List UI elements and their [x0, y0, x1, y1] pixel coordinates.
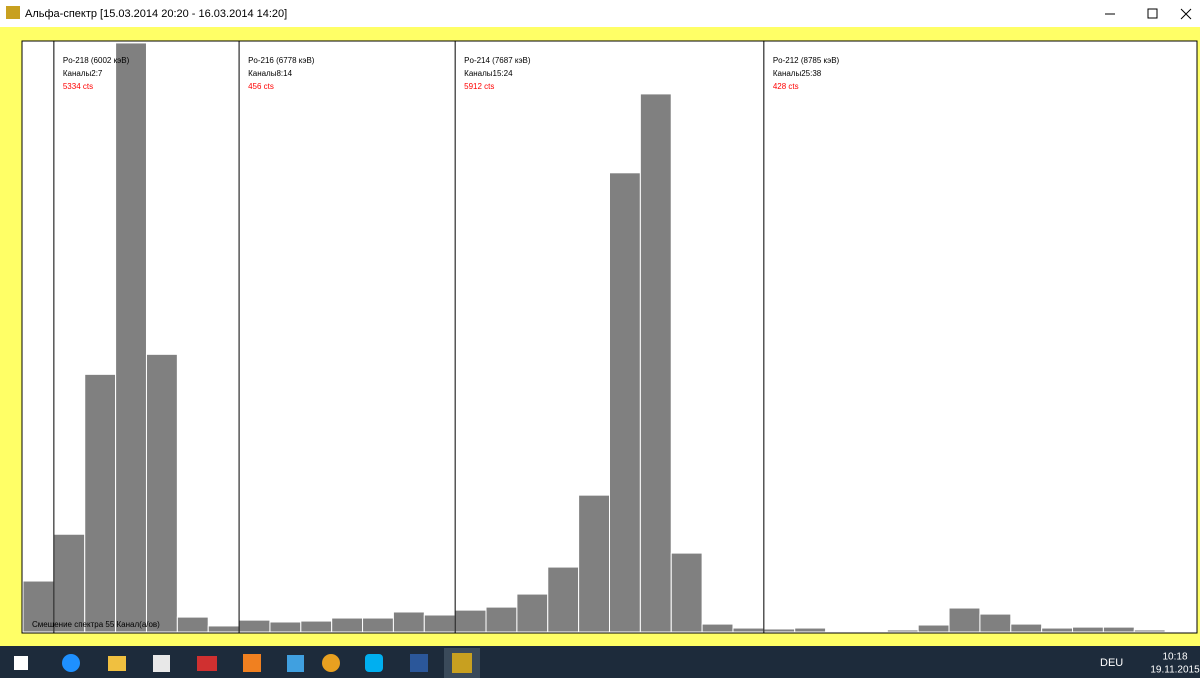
bar [548, 567, 579, 632]
taskbar [0, 646, 1200, 678]
bar [332, 618, 363, 632]
region-counts: 428 cts [773, 82, 799, 91]
app-icon[interactable] [197, 656, 217, 671]
bar [85, 374, 116, 632]
bar [733, 628, 764, 632]
region-name: Po-216 (6778 кэВ) [248, 56, 315, 65]
region-channels: Каналы8:14 [248, 69, 293, 78]
bar [239, 620, 270, 632]
skype-icon[interactable] [365, 654, 383, 672]
bar [1042, 628, 1073, 632]
bar [795, 628, 826, 632]
bar [177, 617, 208, 632]
start-button[interactable] [14, 656, 28, 670]
bar [579, 495, 610, 632]
bar [517, 594, 548, 632]
language[interactable]: DEU [1100, 657, 1123, 669]
bar [1011, 624, 1042, 632]
app-icon[interactable] [287, 655, 304, 672]
bar [486, 607, 517, 632]
region-counts: 5334 cts [63, 82, 93, 91]
region-channels: Каналы25:38 [773, 69, 822, 78]
store-icon[interactable] [153, 655, 170, 672]
bar [980, 614, 1011, 632]
region-name: Po-218 (6002 кэВ) [63, 56, 130, 65]
app-icon [452, 653, 472, 673]
bar [1103, 627, 1134, 632]
bar [455, 610, 486, 632]
word-icon[interactable] [410, 654, 428, 672]
region-channels: Каналы15:24 [464, 69, 513, 78]
bar [887, 630, 918, 632]
bar [949, 608, 980, 632]
chrome-icon[interactable] [322, 654, 340, 672]
bar [671, 553, 702, 632]
bar [116, 43, 147, 632]
window-title: Альфа-спектр [15.03.2014 20:20 - 16.03.2… [25, 8, 287, 20]
clock-time[interactable]: 10:18 [1162, 652, 1187, 663]
bar [1073, 627, 1104, 632]
region-name: Po-212 (8785 кэВ) [773, 56, 840, 65]
bar [54, 534, 85, 632]
bar [1134, 630, 1165, 632]
clock-date[interactable]: 19.11.2015 [1150, 665, 1200, 676]
region-channels: Каналы2:7 [63, 69, 103, 78]
bar [424, 615, 455, 632]
app-icon [6, 6, 20, 19]
explorer-icon[interactable] [108, 656, 126, 671]
bar [918, 625, 949, 632]
bar [146, 354, 177, 632]
outlook-icon[interactable] [243, 654, 261, 672]
edge-icon[interactable] [62, 654, 80, 672]
spectrum-offset: Смещение спектра 55 Канал(а/ов) [32, 620, 160, 629]
bar [363, 618, 394, 632]
bar [270, 622, 301, 632]
bar [702, 624, 733, 632]
region-counts: 5912 cts [464, 82, 494, 91]
screen: Альфа-спектр [15.03.2014 20:20 - 16.03.2… [0, 0, 1200, 678]
bar [393, 612, 424, 632]
bar [301, 621, 332, 632]
region-name: Po-214 (7687 кэВ) [464, 56, 531, 65]
bar [208, 626, 239, 632]
bar [640, 94, 671, 632]
bar [764, 629, 795, 632]
bar [610, 173, 641, 632]
page: Альфа-спектр [15.03.2014 20:20 - 16.03.2… [0, 0, 1200, 678]
region-counts: 456 cts [248, 82, 274, 91]
